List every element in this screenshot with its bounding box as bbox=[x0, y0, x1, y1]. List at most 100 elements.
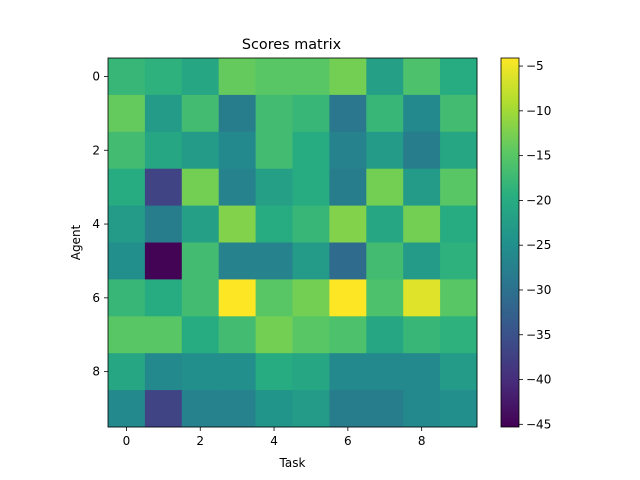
heatmap-cell bbox=[292, 94, 330, 133]
heatmap-cell bbox=[255, 316, 293, 354]
heatmap-cell bbox=[366, 316, 404, 354]
heatmap-cell bbox=[366, 168, 404, 206]
colorbar-tick-label: −5 bbox=[526, 59, 544, 73]
heatmap-cell bbox=[403, 131, 441, 170]
heatmap-cell bbox=[329, 205, 367, 243]
heatmap-cell bbox=[329, 94, 367, 133]
heatmap-cell bbox=[292, 58, 330, 96]
heatmap-cell bbox=[329, 279, 367, 317]
heatmap-cell bbox=[181, 205, 220, 243]
heatmap-cell bbox=[329, 131, 367, 170]
colorbar-tick-label: −40 bbox=[526, 373, 551, 387]
heatmap-cell bbox=[292, 316, 330, 354]
heatmap-cell bbox=[255, 390, 293, 428]
heatmap-cell bbox=[440, 316, 478, 354]
heatmap-cell bbox=[440, 390, 478, 428]
heatmap-cell bbox=[181, 242, 220, 280]
heatmap-cell bbox=[218, 316, 256, 354]
heatmap-cell bbox=[144, 205, 183, 243]
x-axis-label: Task bbox=[279, 456, 306, 470]
heatmap-cell bbox=[218, 279, 256, 317]
heatmap-cell bbox=[329, 353, 367, 391]
heatmap-cell bbox=[255, 205, 293, 243]
heatmap-cell bbox=[218, 131, 256, 170]
heatmap-cell bbox=[329, 390, 367, 428]
colorbar-tick-label: −35 bbox=[526, 328, 551, 342]
heatmap-cell bbox=[440, 168, 478, 206]
heatmap-cell bbox=[144, 168, 183, 206]
y-axis-label: Agent bbox=[69, 224, 83, 260]
heatmap-cell bbox=[403, 94, 441, 133]
heatmap-cell bbox=[292, 353, 330, 391]
heatmap-cell bbox=[366, 390, 404, 428]
colorbar-tick-label: −15 bbox=[526, 149, 551, 163]
heatmap-cell bbox=[440, 242, 478, 280]
heatmap-cell bbox=[366, 353, 404, 391]
heatmap-cell bbox=[329, 316, 367, 354]
heatmap-cell bbox=[144, 94, 183, 133]
heatmap-cell bbox=[329, 168, 367, 206]
x-tick-label: 4 bbox=[270, 434, 278, 448]
heatmap-cell bbox=[181, 94, 220, 133]
colorbar bbox=[500, 57, 520, 428]
heatmap-cell bbox=[144, 316, 183, 354]
y-tick-label: 2 bbox=[92, 143, 100, 157]
heatmap-cell bbox=[144, 279, 183, 317]
heatmap-cell bbox=[292, 242, 330, 280]
colorbar-tick-label: −45 bbox=[526, 417, 551, 431]
heatmap-cell bbox=[108, 316, 146, 354]
heatmap-cell bbox=[440, 279, 478, 317]
colorbar-tick-label: −20 bbox=[526, 193, 551, 207]
x-tick-label: 2 bbox=[196, 434, 204, 448]
heatmap-cell bbox=[108, 131, 146, 170]
heatmap-cell bbox=[440, 94, 478, 133]
heatmap-cell bbox=[255, 131, 293, 170]
heatmap-cell bbox=[181, 58, 220, 96]
heatmap-cell bbox=[366, 279, 404, 317]
heatmap-cell bbox=[108, 58, 146, 96]
heatmap-cell bbox=[329, 58, 367, 96]
y-tick-label: 8 bbox=[92, 365, 100, 379]
heatmap-cell bbox=[108, 390, 146, 428]
heatmap-cell bbox=[403, 58, 441, 96]
heatmap-cell bbox=[292, 205, 330, 243]
x-tick-label: 6 bbox=[344, 434, 352, 448]
colorbar-tick-label: −30 bbox=[526, 283, 551, 297]
heatmap-cell bbox=[108, 94, 146, 133]
y-tick-label: 0 bbox=[92, 69, 100, 83]
heatmap-cell bbox=[144, 58, 183, 96]
heatmap-frame bbox=[107, 57, 478, 428]
heatmap-cell bbox=[181, 353, 220, 391]
heatmap-cell bbox=[218, 390, 256, 428]
heatmap-cell bbox=[292, 390, 330, 428]
heatmap-cell bbox=[108, 242, 146, 280]
heatmap-cell bbox=[403, 242, 441, 280]
heatmap-cell bbox=[403, 316, 441, 354]
heatmap-cell bbox=[181, 390, 220, 428]
heatmap-cell bbox=[329, 242, 367, 280]
heatmap-cell bbox=[218, 242, 256, 280]
colorbar-tick-label: −10 bbox=[526, 104, 551, 118]
heatmap-cell bbox=[218, 353, 256, 391]
heatmap-cell bbox=[255, 58, 293, 96]
heatmap-cell bbox=[108, 353, 146, 391]
heatmap-cell bbox=[218, 58, 256, 96]
heatmap-cell bbox=[255, 94, 293, 133]
heatmap-cell bbox=[403, 205, 441, 243]
heatmap-cell bbox=[403, 353, 441, 391]
heatmap-cell bbox=[403, 168, 441, 206]
heatmap-cell bbox=[255, 242, 293, 280]
heatmap-cell bbox=[440, 205, 478, 243]
heatmap-cell bbox=[440, 58, 478, 96]
heatmap-cell bbox=[144, 131, 183, 170]
heatmap-cell bbox=[144, 390, 183, 428]
heatmap-cell bbox=[366, 205, 404, 243]
heatmap-grid bbox=[108, 58, 478, 428]
heatmap-cell bbox=[403, 279, 441, 317]
heatmap-cell bbox=[108, 279, 146, 317]
heatmap-cell bbox=[218, 94, 256, 133]
heatmap-cell bbox=[366, 58, 404, 96]
heatmap-cell bbox=[181, 168, 220, 206]
heatmap-cell bbox=[440, 353, 478, 391]
heatmap-cell bbox=[366, 242, 404, 280]
